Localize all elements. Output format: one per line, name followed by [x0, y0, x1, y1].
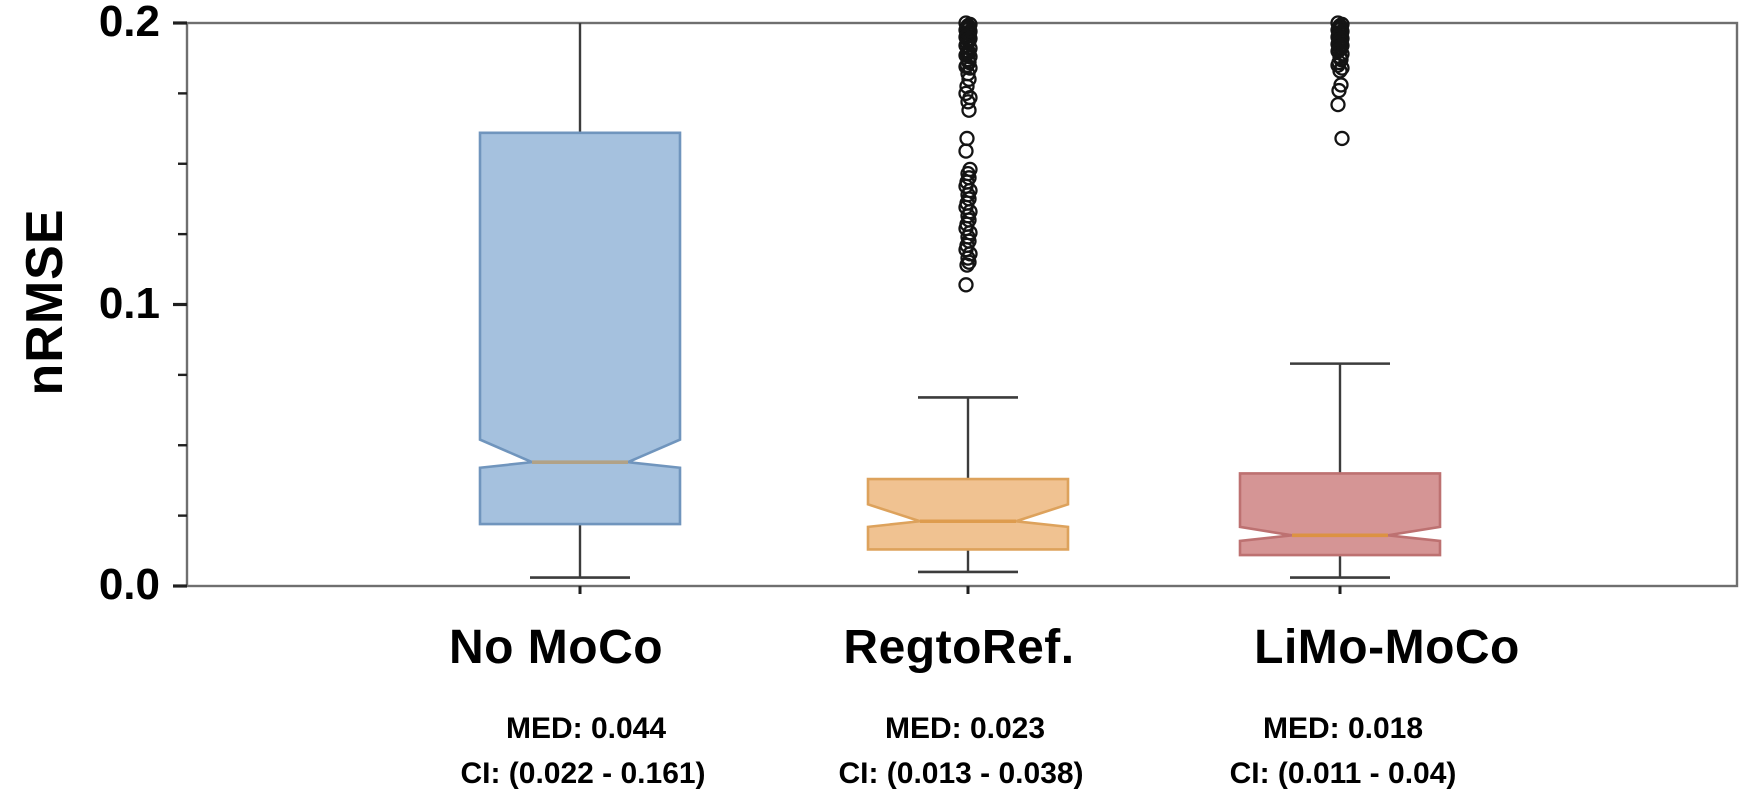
outlier-point-regtoref	[959, 130, 975, 147]
outlier-point-regtoref	[962, 49, 978, 65]
box-no-moco	[478, 131, 682, 526]
med-label-no-moco: MED: 0.044	[505, 712, 667, 745]
ci-label-limo-moco: CI: (0.011 - 0.04)	[1229, 757, 1457, 790]
box-regtoref	[866, 477, 1070, 551]
y-tick-label-0-2: 0.2	[98, 0, 160, 46]
ci-label-regtoref: CI: (0.013 - 0.038)	[838, 757, 1084, 790]
med-label-limo-moco: MED: 0.018	[1262, 712, 1424, 745]
outlier-point-regtoref	[959, 257, 975, 273]
outlier-point-regtoref	[958, 85, 974, 102]
med-label-regtoref: MED: 0.023	[884, 712, 1046, 745]
category-label-limo-moco: LiMo-MoCo	[1254, 621, 1520, 674]
outlier-point-regtoref	[961, 254, 977, 270]
outlier-point-regtoref	[961, 102, 977, 118]
outlier-point-limo-moco	[1334, 60, 1350, 76]
outlier-point-limo-moco	[1334, 130, 1350, 147]
outlier-point-regtoref	[960, 94, 976, 110]
outlier-point-regtoref	[958, 277, 974, 293]
ci-label-no-moco: CI: (0.022 - 0.161)	[460, 757, 706, 790]
box-limo-moco	[1238, 472, 1442, 557]
y-tick-label-0-0: 0.0	[98, 560, 160, 609]
category-label-regtoref: RegtoRef.	[843, 621, 1075, 674]
y-tick-label-0-1: 0.1	[98, 279, 160, 328]
outlier-point-regtoref	[961, 71, 977, 87]
outlier-point-regtoref	[958, 143, 974, 159]
category-label-no-moco: No MoCo	[448, 621, 664, 674]
outlier-point-limo-moco	[1330, 96, 1346, 113]
